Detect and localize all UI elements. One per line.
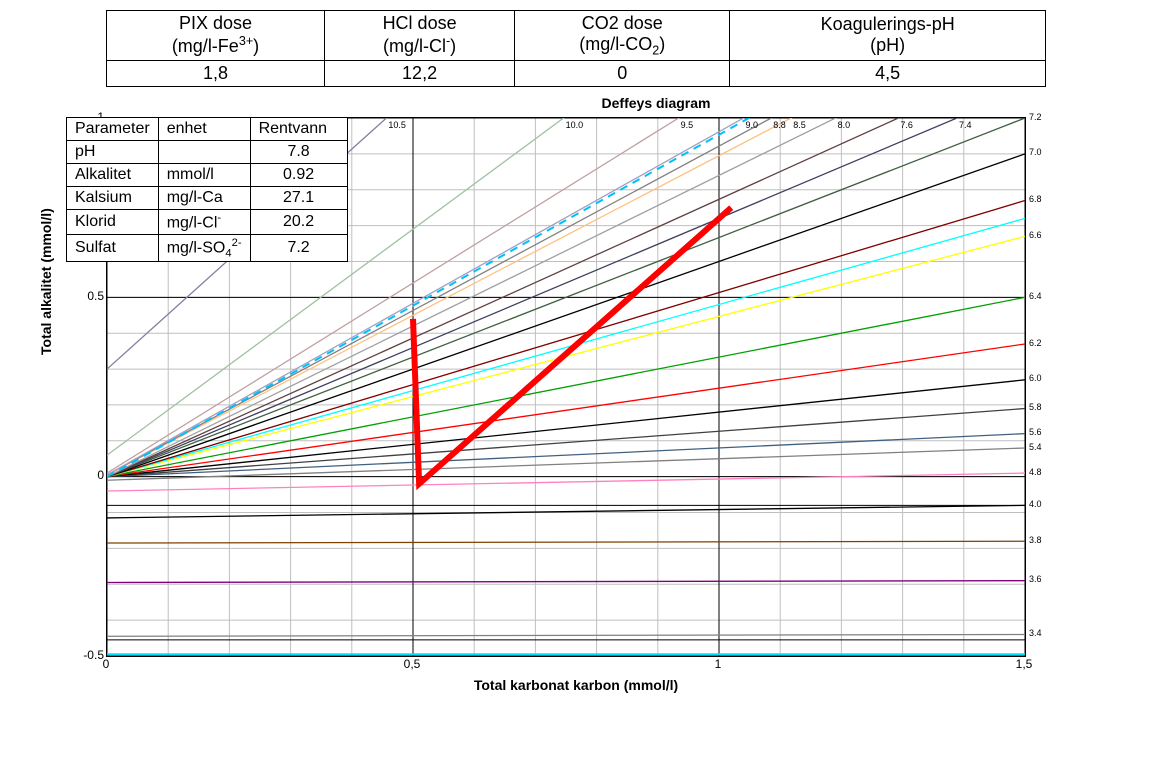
param-cell: Alkalitet — [67, 163, 159, 186]
ph-line-label: 3.6 — [1029, 574, 1042, 584]
ph-line-label: 3.8 — [1029, 535, 1042, 545]
y-tick: -0.5 — [76, 648, 104, 662]
ph-line-label: 4.8 — [1029, 467, 1042, 477]
ph-line-label: 7.4 — [959, 120, 972, 130]
param-cell: Kalsium — [67, 186, 159, 209]
parameter-table: ParameterenhetRentvann pH 7.8 Alkalitetmmo… — [66, 117, 348, 263]
ph-line-label: 8.5 — [793, 120, 806, 130]
param-header: Parameter — [67, 117, 159, 140]
param-cell: mg/l-Cl- — [158, 209, 250, 234]
y-axis-label: Total alkalitet (mmol/l) — [38, 208, 54, 355]
dose-header: HCl dose(mg/l-Cl-) — [325, 11, 515, 61]
param-cell: mg/l-SO42- — [158, 234, 250, 262]
dose-table: PIX dose(mg/l-Fe3+)HCl dose(mg/l-Cl-)CO2… — [106, 10, 1046, 87]
ph-line-label: 6.8 — [1029, 194, 1042, 204]
param-header: enhet — [158, 117, 250, 140]
ph-line-label: 7.0 — [1029, 147, 1042, 157]
ph-line-label: 10.0 — [566, 120, 584, 130]
ph-line-label: 4.0 — [1029, 499, 1042, 509]
ph-line-label: 6.0 — [1029, 373, 1042, 383]
param-cell: mg/l-Ca — [158, 186, 250, 209]
ph-line-label: 7.2 — [1029, 112, 1042, 122]
param-cell: Klorid — [67, 209, 159, 234]
ph-line-label: 5.4 — [1029, 442, 1042, 452]
param-cell: 7.2 — [250, 234, 347, 262]
ph-line-label: 10.5 — [388, 120, 406, 130]
ph-line-label: 3.4 — [1029, 628, 1042, 638]
ph-line-label: 6.2 — [1029, 338, 1042, 348]
param-cell: 20.2 — [250, 209, 347, 234]
param-cell: Sulfat — [67, 234, 159, 262]
ph-line-label: 8.8 — [773, 120, 786, 130]
ph-line-label: 5.6 — [1029, 427, 1042, 437]
dose-value: 0 — [515, 60, 730, 86]
dose-value: 12,2 — [325, 60, 515, 86]
x-axis-label: Total karbonat karbon (mmol/l) — [46, 677, 1106, 693]
ph-line-label: 8.0 — [838, 120, 851, 130]
ph-line-label: 5.8 — [1029, 402, 1042, 412]
deffeys-diagram: Deffeys diagram Total alkalitet (mmol/l)… — [46, 95, 1106, 715]
x-tick: 0 — [103, 657, 110, 671]
param-cell: pH — [67, 140, 159, 163]
dose-header: PIX dose(mg/l-Fe3+) — [107, 11, 325, 61]
param-header: Rentvann — [250, 117, 347, 140]
dose-header: CO2 dose(mg/l-CO2) — [515, 11, 730, 61]
ph-line-label: 9.5 — [681, 120, 694, 130]
ph-line-label: 7.6 — [900, 120, 913, 130]
dose-header: Koagulerings-pH(pH) — [730, 11, 1046, 61]
param-cell — [158, 140, 250, 163]
chart-title: Deffeys diagram — [506, 95, 806, 111]
x-tick: 0,5 — [404, 657, 421, 671]
ph-line-label: 6.6 — [1029, 230, 1042, 240]
ph-line-label: 9.0 — [746, 120, 759, 130]
y-tick: 0 — [76, 468, 104, 482]
param-cell: 27.1 — [250, 186, 347, 209]
dose-value: 1,8 — [107, 60, 325, 86]
y-tick: 0.5 — [76, 289, 104, 303]
param-cell: 7.8 — [250, 140, 347, 163]
param-cell: 0.92 — [250, 163, 347, 186]
x-tick: 1 — [715, 657, 722, 671]
dose-value: 4,5 — [730, 60, 1046, 86]
x-tick: 1,5 — [1016, 657, 1033, 671]
ph-line-label: 6.4 — [1029, 291, 1042, 301]
param-cell: mmol/l — [158, 163, 250, 186]
